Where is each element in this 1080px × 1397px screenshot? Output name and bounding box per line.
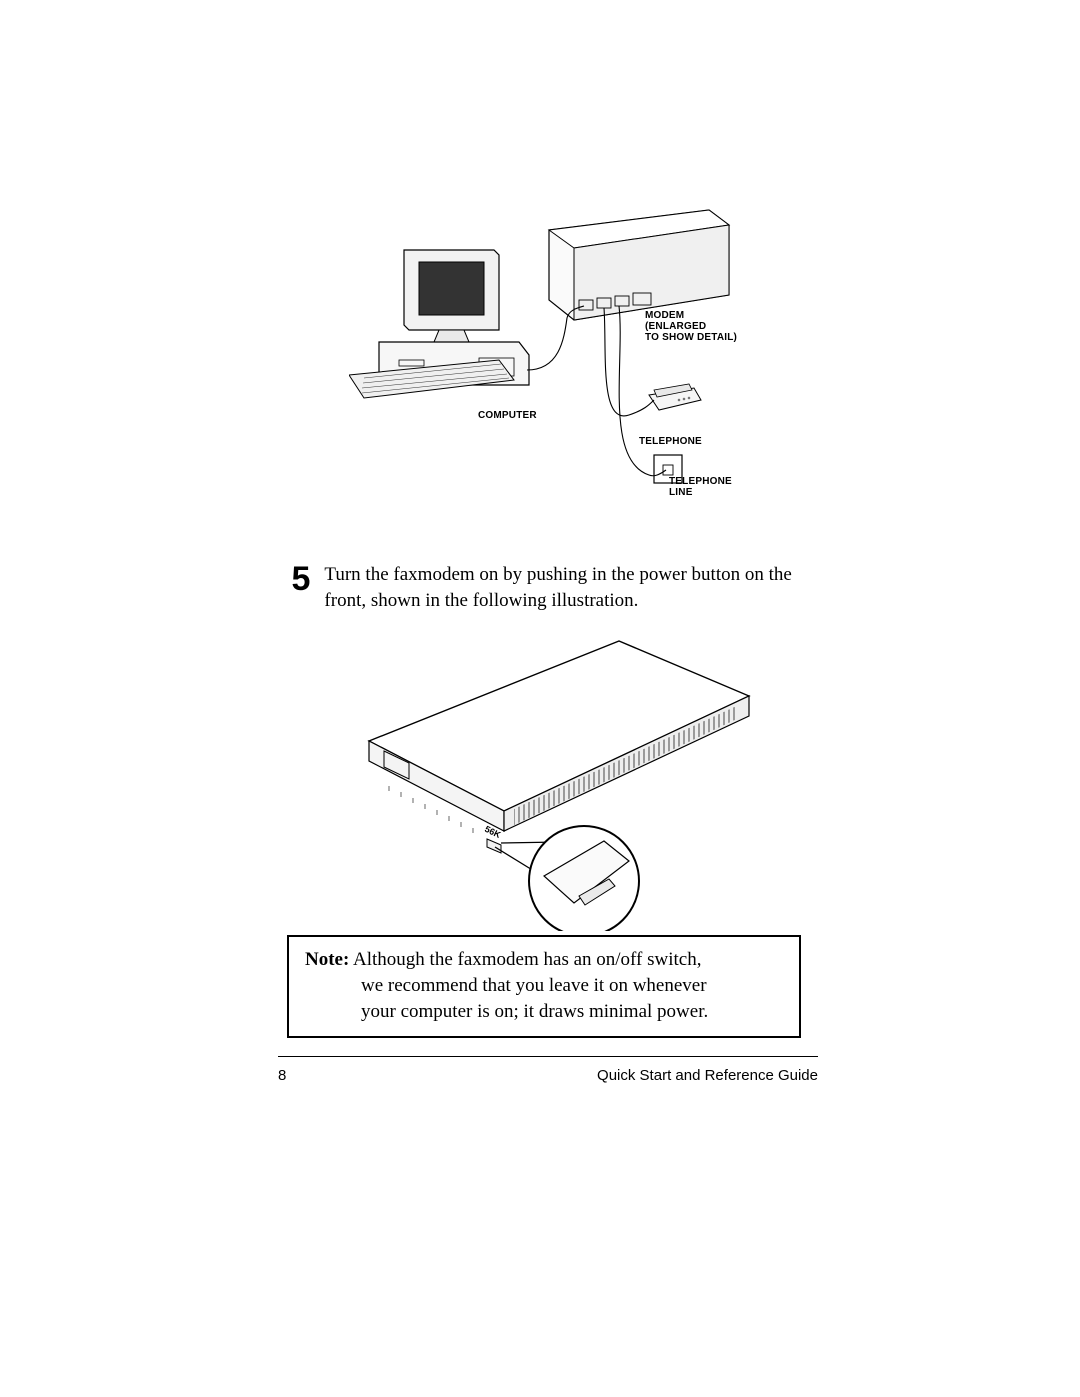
telephone-icon bbox=[649, 384, 701, 410]
power-button-detail bbox=[529, 826, 639, 931]
note-text-line3: your computer is on; it draws minimal po… bbox=[305, 999, 783, 1025]
footer-rule bbox=[278, 1056, 818, 1057]
monitor-icon bbox=[404, 250, 499, 342]
note-text-line2: we recommend that you leave it on whenev… bbox=[305, 973, 783, 999]
note-box: Note: Although the faxmodem has an on/of… bbox=[287, 935, 801, 1038]
telephone-line-label: TELEPHONE LINE bbox=[669, 476, 732, 498]
note-text-line1: Although the faxmodem has an on/off swit… bbox=[353, 949, 701, 970]
step-5: 5 Turn the faxmodem on by pushing in the… bbox=[292, 560, 797, 613]
step-text: Turn the faxmodem on by pushing in the p… bbox=[324, 560, 796, 613]
modem-label: MODEM (ENLARGED TO SHOW DETAIL) bbox=[645, 310, 739, 343]
computer-label: COMPUTER bbox=[478, 410, 537, 421]
faxmodem-front-diagram: 56K bbox=[329, 631, 759, 931]
modem-icon bbox=[549, 210, 729, 320]
footer-title: Quick Start and Reference Guide bbox=[597, 1067, 818, 1084]
connection-diagram: MODEM (ENLARGED TO SHOW DETAIL) COMPUTER… bbox=[349, 200, 739, 500]
step-number: 5 bbox=[292, 562, 311, 596]
page-footer: 8 Quick Start and Reference Guide bbox=[278, 1067, 818, 1084]
page-number: 8 bbox=[278, 1067, 286, 1084]
note-label: Note: bbox=[305, 949, 349, 970]
document-page: MODEM (ENLARGED TO SHOW DETAIL) COMPUTER… bbox=[0, 0, 1080, 1397]
telephone-label: TELEPHONE bbox=[639, 436, 702, 447]
